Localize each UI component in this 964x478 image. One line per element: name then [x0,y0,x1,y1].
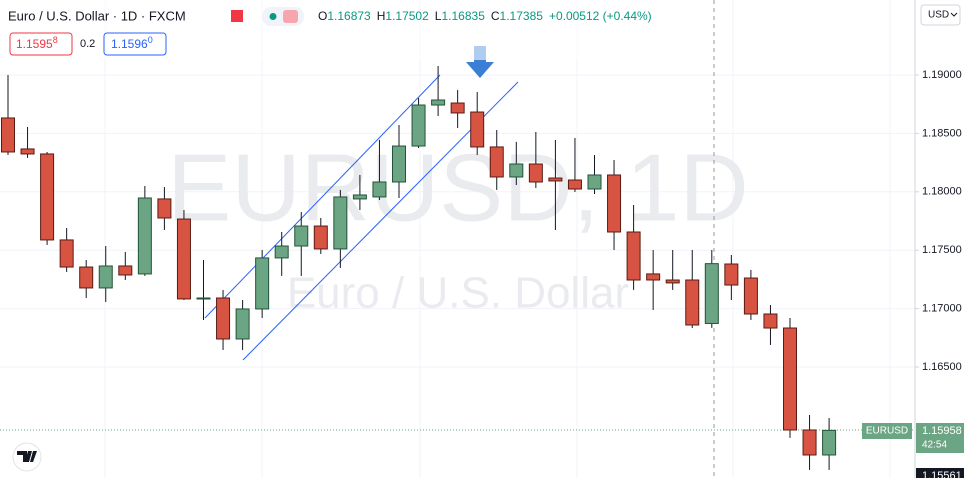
y-tick-label: 1.19000 [922,69,962,81]
candle-body [822,429,837,456]
ohlc-change: +0.00512 (+0.44%) [549,9,652,23]
candle-body [255,257,270,310]
candle-body [20,148,35,155]
y-ticks: 1.16500 1.17000 1.17500 1.18000 1.18500 1.190… [915,69,962,373]
ohlc-value: 1.16873 [327,9,371,23]
candle-body [333,196,348,250]
vertical-grid [104,0,891,478]
candle-body [607,174,622,233]
candle-body [431,99,446,106]
candle-body [802,429,817,456]
price-tag-countdown: 42:54 [922,440,947,451]
candle-body [743,277,758,315]
watermark-symbol: EURUSD, 1D [167,134,748,241]
ohlc-letter: O [318,9,327,23]
buy-price-main[interactable]: 1.1596 [111,37,148,51]
candle-body [98,265,113,289]
channel-upper [204,74,441,319]
candle-body [783,327,797,431]
logo [12,442,42,472]
candle-body [587,174,602,190]
buy-price-pip[interactable]: 0 [148,35,153,45]
ohlc-letter: C [491,9,500,23]
status-dot [269,13,277,20]
candle-body [274,245,289,259]
candle-body [665,279,680,284]
candle-body [567,179,582,190]
candle-body [118,265,133,276]
candle-body [392,145,406,183]
candle-body [196,297,211,300]
ohlc-letter: H [377,9,386,23]
y-tick-label: 1.18500 [922,127,962,139]
candle-body [509,163,524,178]
candle-body [685,279,700,326]
chart-title: Euro / U.S. Dollar · 1D · FXCM [8,8,186,23]
candle-body [216,297,231,340]
candle-body [724,263,739,286]
y-tick-label: 1.17000 [922,303,962,315]
spread: 0.2 [80,38,95,50]
candle-body [548,177,563,182]
candle-body [313,225,328,250]
candle-body [157,198,172,219]
status-badge [283,10,298,23]
grid [0,74,915,368]
sell-price-main[interactable]: 1.1595 [16,37,53,51]
candle-body [59,239,74,268]
ohlc-value: 1.17385 [500,9,544,23]
ohlc-header: O1.16873 H1.17502 L1.16835 C1.17385 +0.00512… [318,9,652,23]
arrow-down [466,46,494,78]
candle-body [489,146,504,178]
sell-price-pip[interactable]: 8 [53,35,58,45]
currency-button[interactable] [920,4,961,26]
ohlc-value: 1.16835 [441,9,485,23]
candle-body [1,117,15,153]
candle-body [294,225,309,247]
price-tag-price: 1.15958 [922,425,962,437]
candle-body [235,308,250,340]
chevron [950,12,958,17]
watermark-name: Euro / U.S. Dollar [287,269,629,318]
buy-button[interactable] [103,32,167,56]
flag-icon[interactable] [231,10,243,22]
candle-body [79,266,94,289]
candle-body [626,231,641,281]
ohlc-value: 1.17502 [385,9,429,23]
ohlc-letter: L [435,9,442,23]
sell-price[interactable]: 1.15958 [16,35,58,51]
y-tick-label: 1.16500 [922,361,962,373]
candle-body [704,263,719,324]
candle-body [470,111,485,148]
symbol-tag [862,423,912,439]
candle-body [411,104,426,147]
candle-body [528,163,543,183]
sell-button[interactable] [9,32,73,56]
price-tag [916,423,964,453]
candles [1,65,837,470]
candle-body [40,153,55,241]
y-tick-label: 1.18000 [922,186,962,198]
price-axis [915,0,964,478]
buy-price[interactable]: 1.15960 [111,35,153,51]
candle-body [176,218,191,300]
candle-body [137,197,152,275]
candle-body [763,313,778,329]
bottom-tag-text: 1.15561 [922,470,962,478]
logo-mark [17,451,37,462]
y-tick-label: 1.17500 [922,244,962,256]
candle-body [450,102,465,114]
symbol-tag-text: EURUSD [866,426,908,437]
currency[interactable]: USD [928,10,949,21]
bottom-tag [916,468,964,478]
candle-body [352,194,367,200]
candle-body [372,181,387,198]
candle-body [646,273,661,281]
